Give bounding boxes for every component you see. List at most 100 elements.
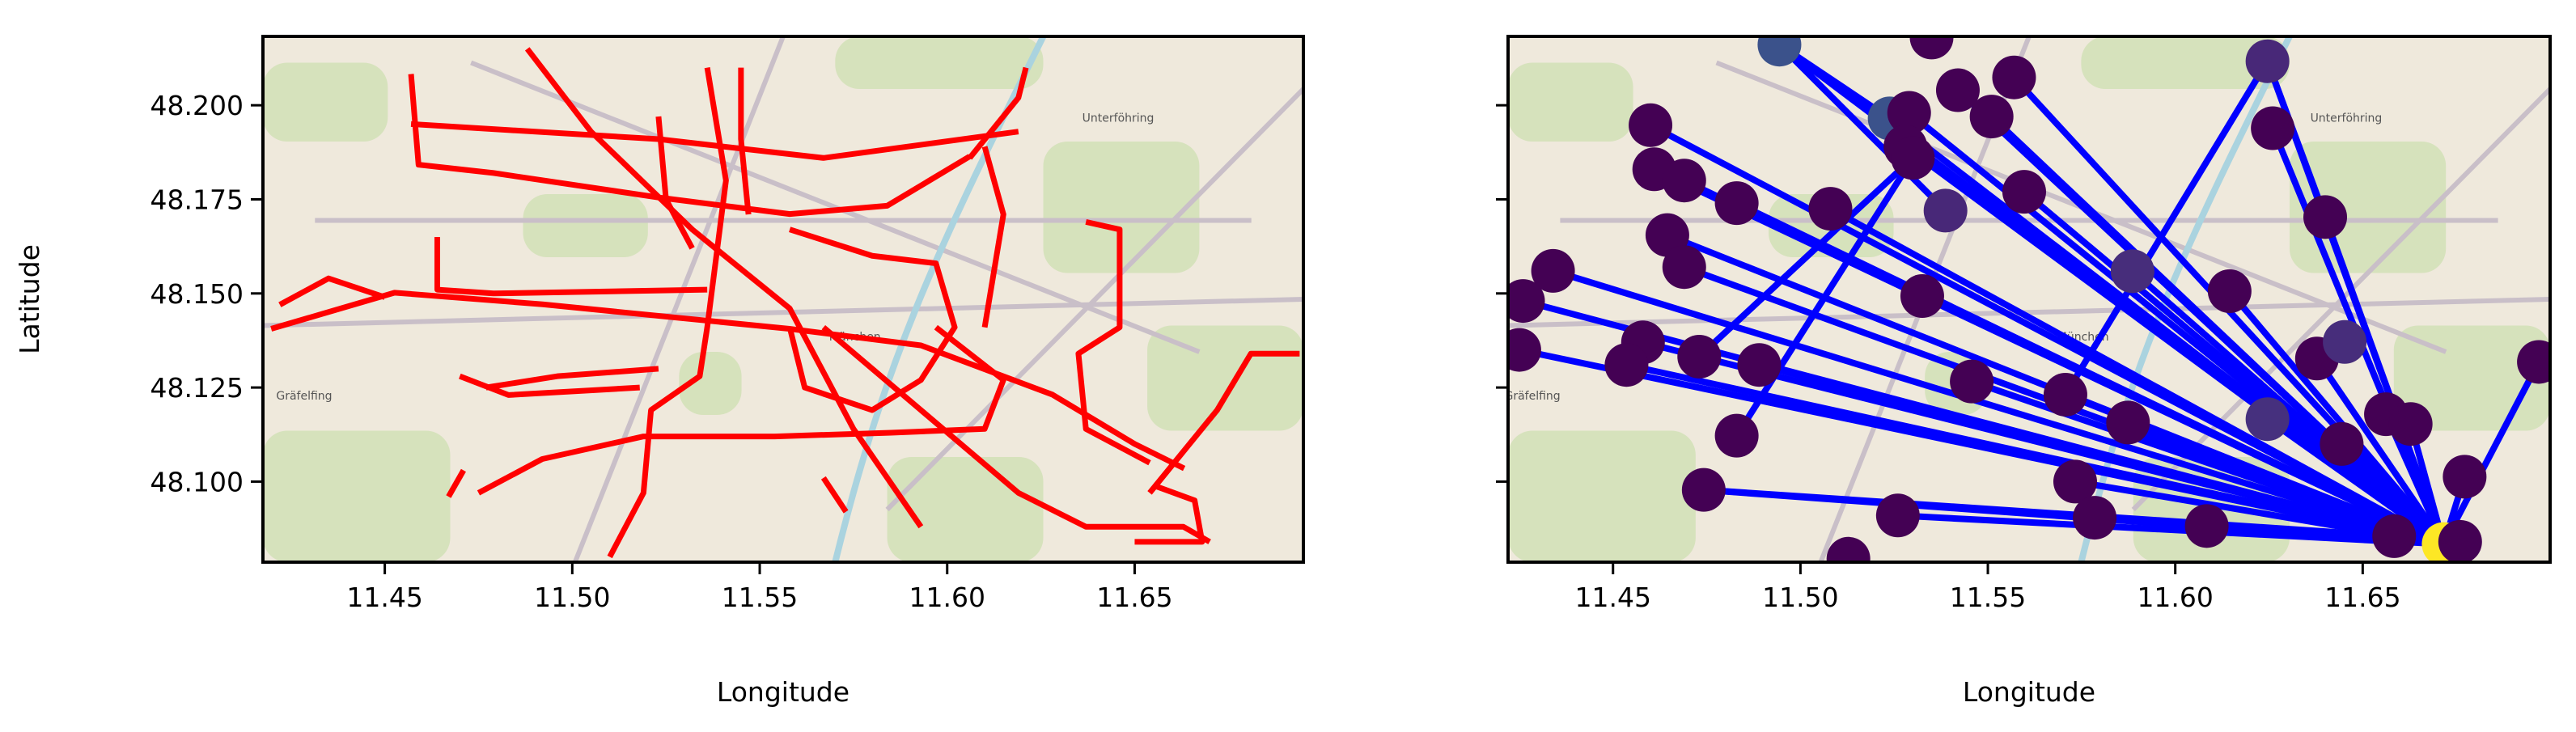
node: [2251, 106, 2295, 150]
map-road: [1508, 297, 2550, 328]
node: [1737, 343, 1782, 387]
node: [1662, 159, 1706, 203]
axes-frame: [261, 35, 1305, 564]
y-tick-label: 48.175: [150, 184, 244, 215]
node: [1900, 274, 1944, 319]
map-park: [2081, 36, 2290, 89]
node: [1935, 68, 1980, 112]
node: [1662, 245, 1706, 290]
route-line: [967, 66, 1029, 160]
route-line: [738, 67, 752, 215]
edge: [1697, 155, 1916, 359]
route-line: [434, 236, 708, 297]
map-label: Unterföhring: [1083, 112, 1155, 125]
node: [2106, 400, 2150, 445]
route-line: [820, 476, 849, 514]
node: [1714, 181, 1759, 226]
node: [1909, 36, 1954, 60]
node: [2323, 319, 2367, 364]
edge: [2339, 442, 2447, 547]
y-tick-label: 48.150: [150, 278, 244, 310]
x-tick-label: 11.65: [2324, 582, 2400, 613]
node: [1887, 91, 1931, 135]
route-line: [607, 67, 729, 559]
node: [1604, 343, 1649, 387]
y-axis-label: Latitude: [14, 244, 45, 354]
node: [2245, 397, 2290, 442]
node: [1969, 95, 2014, 139]
map-park: [523, 194, 648, 257]
node: [1677, 334, 1722, 379]
x-tick-label: 11.60: [909, 582, 985, 613]
node: [1826, 536, 1871, 562]
x-tick-label: 11.55: [722, 582, 798, 613]
node: [2303, 195, 2348, 239]
node: [1508, 328, 1541, 372]
node: [1950, 359, 1994, 404]
route-line: [270, 290, 1186, 472]
route-line: [981, 146, 1006, 328]
route-line: [278, 275, 386, 307]
map-park: [835, 36, 1044, 89]
route-line: [821, 324, 1211, 544]
node: [2388, 402, 2433, 446]
edge: [2264, 60, 2328, 218]
node: [1645, 213, 1689, 257]
route-line: [786, 226, 958, 413]
map-label: Unterföhring: [2311, 112, 2383, 125]
route-line: [459, 373, 640, 398]
y-tick-label: 48.125: [150, 372, 244, 404]
map-park: [1508, 430, 1696, 562]
node: [2443, 455, 2487, 499]
x-axis-label: Longitude: [717, 676, 849, 708]
axes-frame: [1506, 35, 2552, 564]
map-park: [263, 62, 388, 142]
route-line: [485, 366, 659, 391]
y-tick-label: 48.200: [150, 90, 244, 121]
node: [2438, 519, 2482, 562]
x-tick-label: 11.65: [1096, 582, 1172, 613]
node: [1992, 55, 2036, 99]
edge: [2226, 289, 2447, 547]
edge: [2265, 416, 2446, 547]
node: [1891, 136, 1935, 180]
node: [2184, 504, 2229, 548]
node: [2517, 340, 2550, 384]
map-road: [263, 297, 1303, 328]
map-park: [1508, 62, 1633, 142]
edge: [2062, 59, 2271, 397]
map-road: [573, 36, 786, 562]
node: [2002, 170, 2046, 214]
node: [1923, 188, 1968, 233]
node: [2043, 372, 2087, 417]
route-line: [524, 47, 924, 529]
node: [2207, 269, 2252, 313]
x-tick-label: 11.50: [534, 582, 610, 613]
edge: [2440, 360, 2542, 546]
edge: [1734, 156, 1916, 438]
edge: [1921, 293, 2446, 548]
node: [1531, 248, 1575, 293]
edge: [1703, 486, 2395, 539]
map-park: [2290, 142, 2447, 273]
node: [2073, 496, 2117, 540]
edge: [1777, 42, 1948, 214]
node: [2372, 514, 2417, 558]
node: [2320, 421, 2364, 466]
edge: [1758, 362, 2445, 548]
map-label: Gräfelfing: [276, 390, 332, 403]
node: [2245, 39, 2290, 83]
route-line: [1147, 350, 1300, 495]
x-tick-label: 11.55: [1950, 582, 2026, 613]
node: [1714, 413, 1759, 458]
node: [1808, 187, 1853, 231]
map-park: [263, 430, 451, 562]
node: [1681, 468, 1726, 512]
route-line: [477, 324, 1006, 496]
route-line: [1075, 218, 1151, 466]
map-park: [1043, 142, 1200, 273]
node: [1875, 493, 1920, 538]
